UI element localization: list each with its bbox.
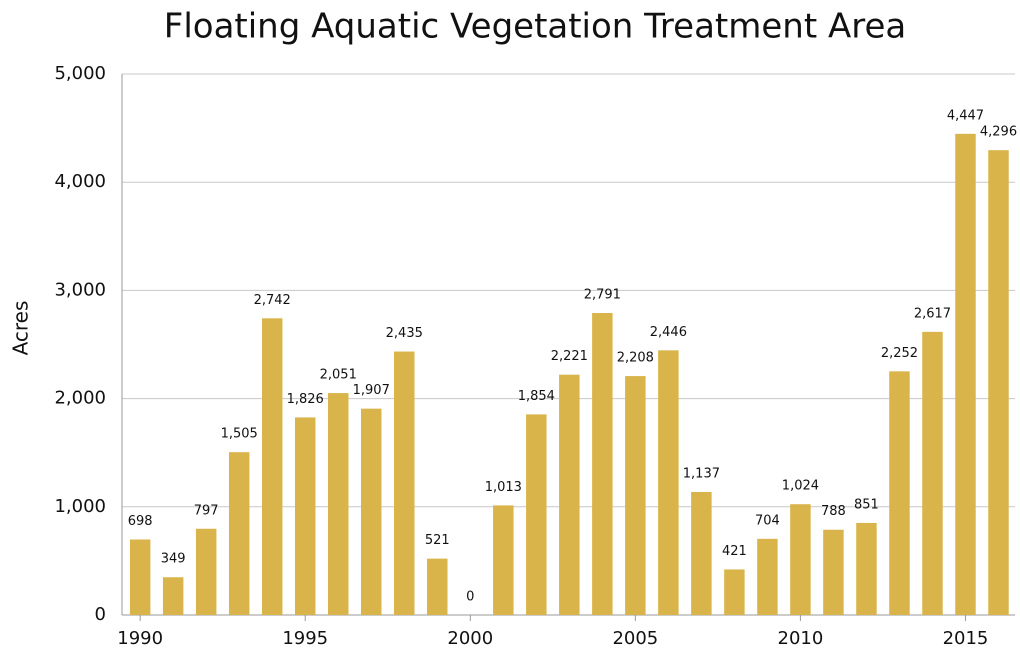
x-tick-label: 1995	[282, 628, 328, 649]
bar	[658, 350, 679, 615]
y-tick-label: 1,000	[54, 496, 106, 517]
x-tick-label: 2000	[447, 628, 493, 649]
value-label: 1,013	[485, 480, 522, 495]
bar	[724, 569, 745, 615]
bar	[261, 318, 283, 615]
bar	[294, 417, 316, 615]
bar	[592, 313, 613, 615]
y-axis-label: Acres	[9, 301, 33, 356]
value-label: 2,252	[881, 346, 918, 361]
value-label: 2,446	[650, 325, 687, 340]
value-label: 2,208	[617, 351, 654, 366]
bar	[955, 133, 976, 615]
y-tick-label: 0	[95, 604, 106, 625]
value-label: 1,024	[782, 479, 819, 494]
bar	[361, 408, 382, 615]
value-label: 797	[194, 503, 219, 518]
bar	[129, 539, 151, 615]
bar	[195, 528, 217, 615]
value-label: 0	[466, 590, 474, 605]
bar	[328, 393, 349, 615]
x-tick-label: 2010	[778, 628, 824, 649]
y-tick-label: 2,000	[54, 388, 106, 409]
value-label: 4,447	[947, 108, 984, 123]
y-tick-label: 5,000	[54, 63, 106, 84]
value-label: 4,296	[980, 125, 1017, 140]
value-label: 2,051	[320, 368, 357, 383]
chart-title: Floating Aquatic Vegetation Treatment Ar…	[164, 7, 906, 47]
value-label: 521	[425, 533, 450, 548]
bar	[823, 529, 844, 615]
bar	[427, 558, 448, 615]
bar	[625, 376, 646, 615]
value-label: 2,742	[254, 293, 291, 308]
value-label: 2,435	[386, 326, 423, 341]
value-label: 1,505	[221, 427, 258, 442]
value-label: 2,791	[584, 288, 621, 303]
value-label: 349	[161, 552, 186, 567]
value-label: 851	[854, 497, 879, 512]
bar	[394, 351, 415, 615]
bar	[526, 414, 547, 615]
bar	[493, 505, 514, 615]
value-label: 1,854	[518, 389, 555, 404]
bar	[790, 504, 811, 615]
bar	[691, 491, 712, 615]
value-label: 421	[722, 544, 747, 559]
value-label: 1,137	[683, 466, 720, 481]
value-label: 1,907	[353, 383, 390, 398]
y-tick-label: 3,000	[54, 279, 106, 300]
bar	[162, 577, 184, 615]
bar	[988, 150, 1009, 616]
bar	[922, 331, 943, 615]
value-label: 1,826	[287, 392, 324, 407]
bar	[856, 522, 877, 615]
bar	[559, 374, 580, 615]
bar	[757, 538, 778, 615]
value-label: 788	[821, 504, 846, 519]
bar	[889, 371, 910, 615]
value-label: 2,221	[551, 349, 588, 364]
value-label: 704	[755, 513, 780, 528]
y-tick-label: 4,000	[54, 171, 106, 192]
x-tick-label: 2015	[943, 628, 989, 649]
value-label: 2,617	[914, 306, 951, 321]
x-tick-label: 1990	[117, 628, 163, 649]
x-tick-label: 2005	[612, 628, 658, 649]
value-label: 698	[128, 514, 153, 529]
bar	[228, 452, 250, 615]
